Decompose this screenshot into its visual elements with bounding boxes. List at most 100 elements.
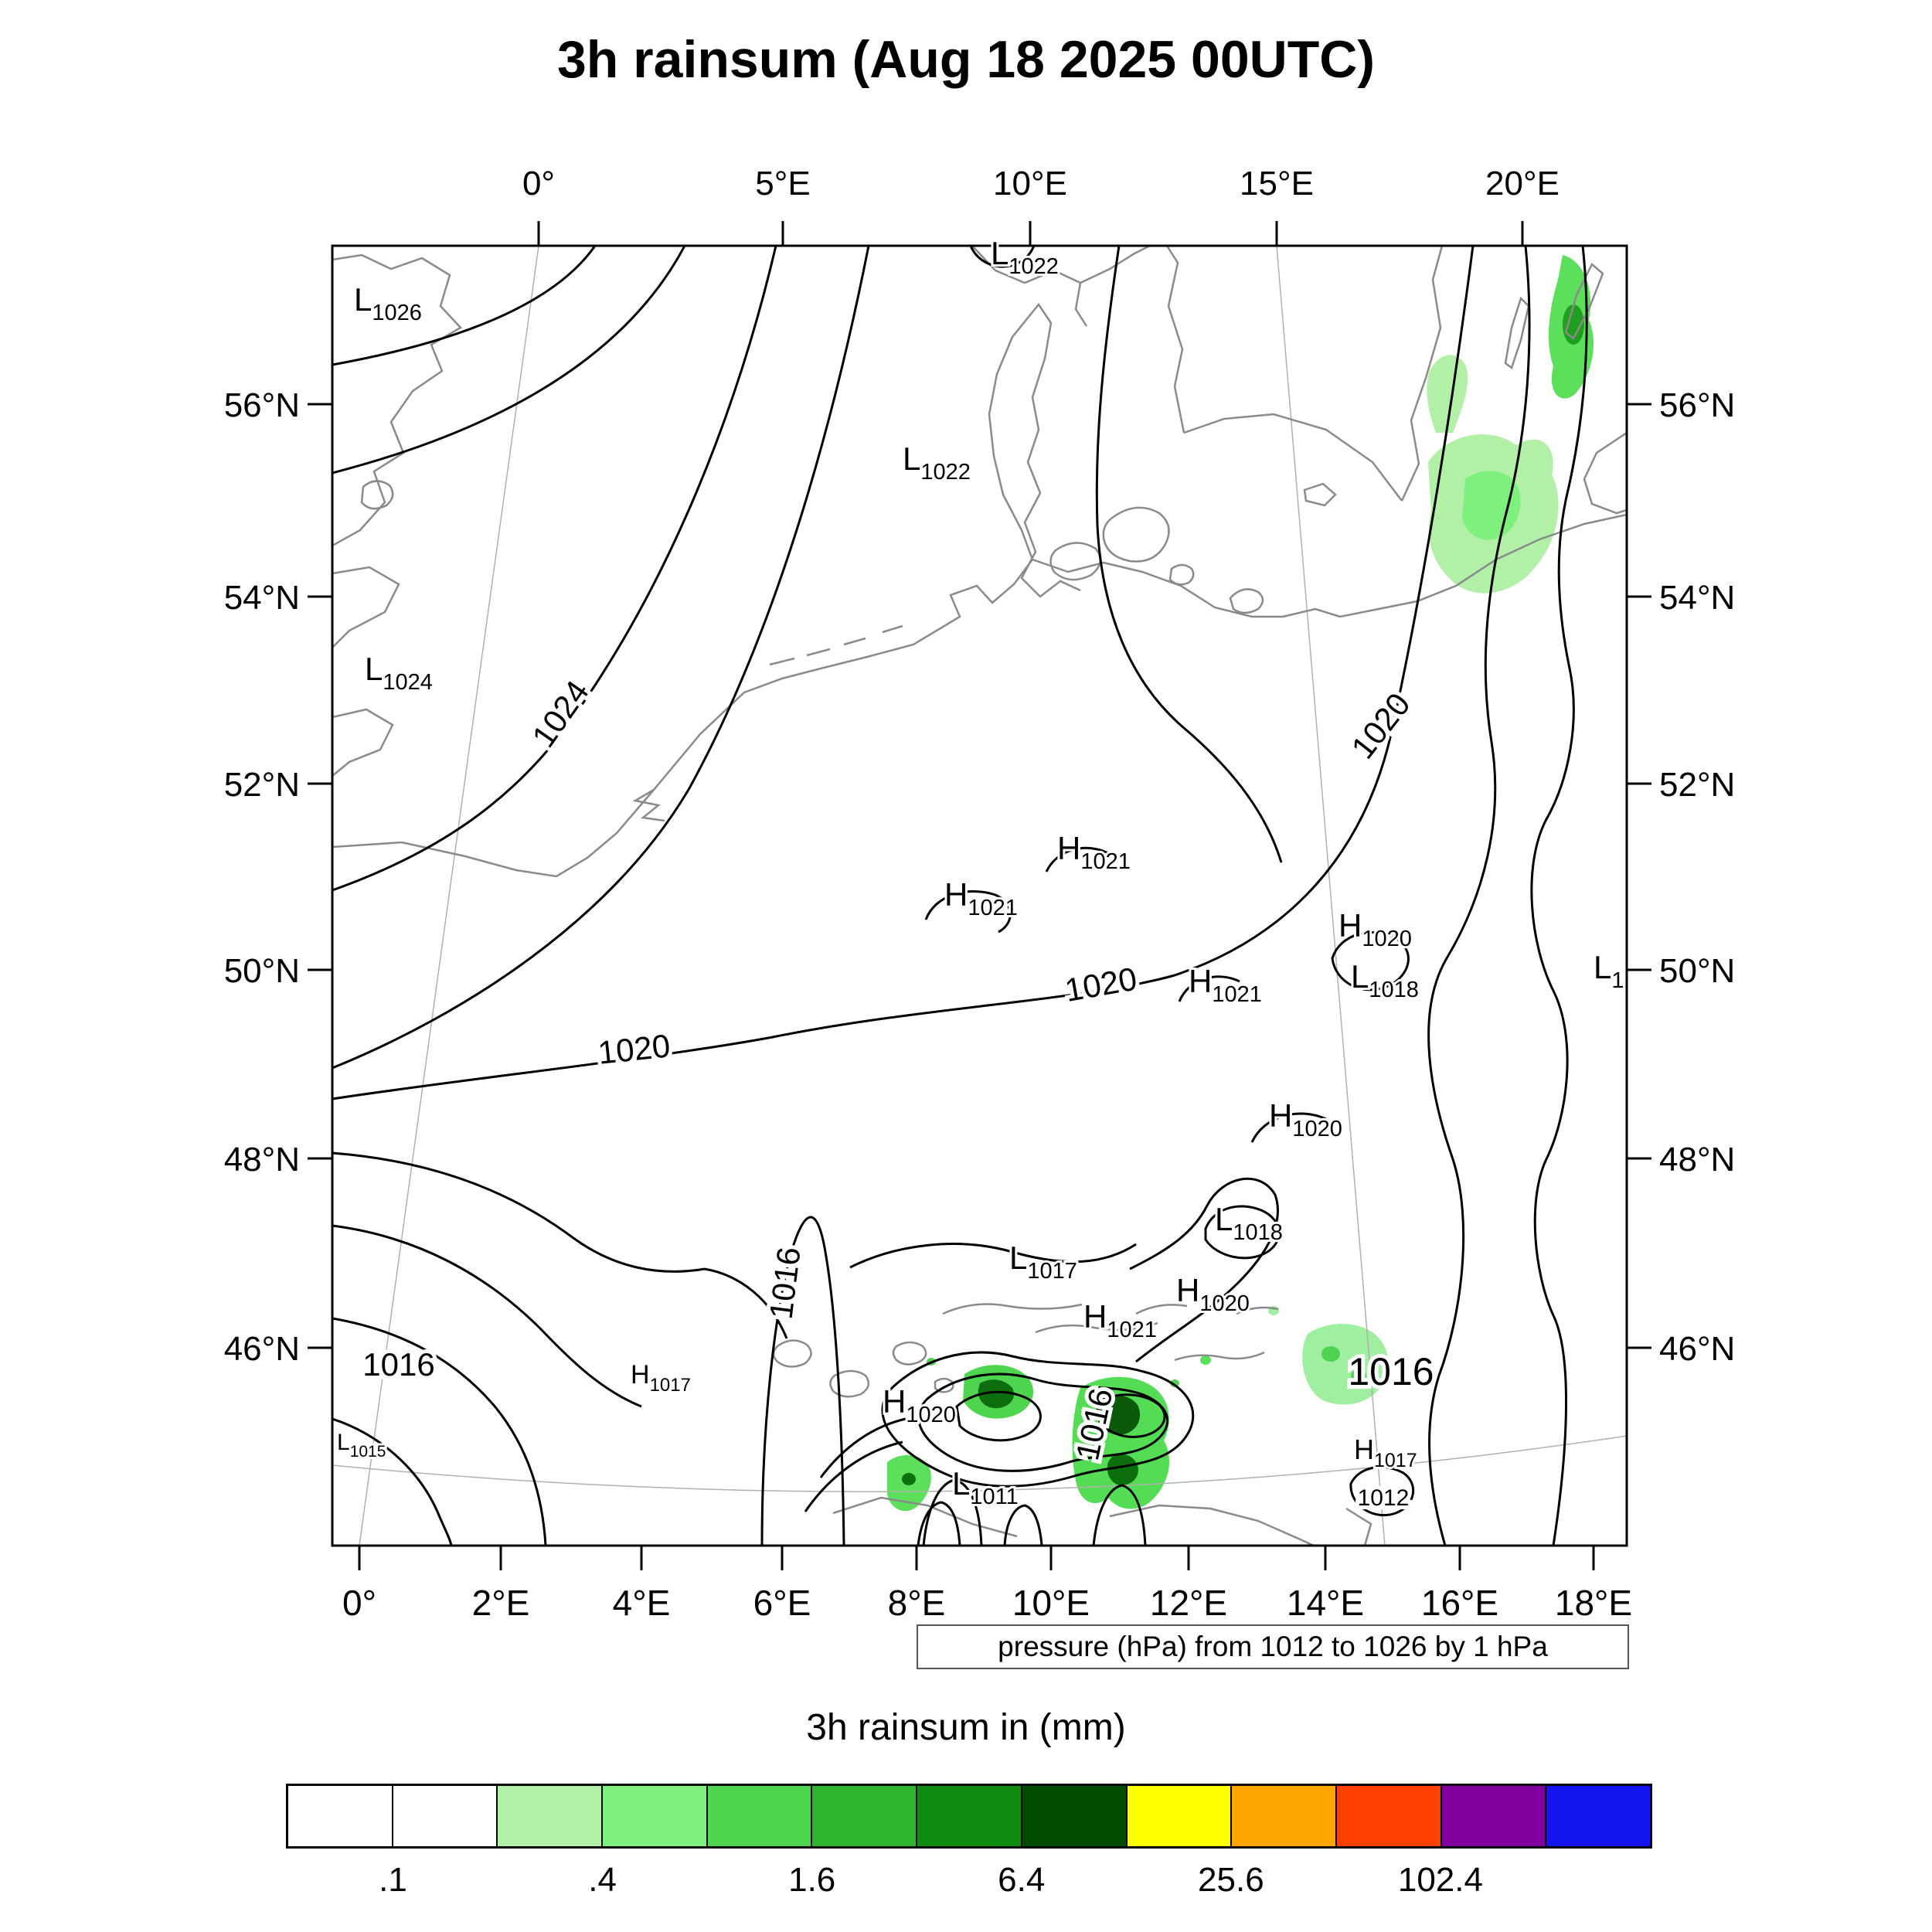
isobar xyxy=(1095,246,1283,863)
pressure-center-label: H1021 xyxy=(944,876,1018,920)
colorbar-cell xyxy=(1232,1786,1337,1846)
axis-label-left: 52°N xyxy=(224,766,300,804)
coastline xyxy=(769,624,903,666)
coastline xyxy=(1165,246,1185,434)
isobar xyxy=(1045,846,1109,872)
axis-label-top: 20°E xyxy=(1485,165,1560,202)
coastline xyxy=(1035,1321,1158,1334)
isobar xyxy=(955,1390,1042,1442)
coastline xyxy=(1345,1507,1372,1546)
axis-label-bottom: 8°E xyxy=(888,1583,946,1623)
rain-patch xyxy=(1097,1395,1141,1435)
coastline xyxy=(829,1369,870,1398)
colorbar-labels: .1 .4 1.6 6.4 25.6 102.4 xyxy=(0,1861,1932,1907)
isobar xyxy=(760,1216,845,1546)
pressure-center-label: L1015 xyxy=(337,1430,386,1461)
colorbar-cell xyxy=(1546,1786,1650,1846)
isobar xyxy=(881,1351,1195,1488)
pressure-center-label: H1020 xyxy=(1176,1272,1250,1316)
isobar xyxy=(332,1317,547,1546)
axis-label-bottom: 12°E xyxy=(1150,1583,1227,1623)
isobar xyxy=(1250,1112,1327,1143)
colorbar-tick-label: .1 xyxy=(379,1861,407,1899)
isobar xyxy=(1204,1205,1281,1260)
axis-label-bottom: 10°E xyxy=(1012,1583,1090,1623)
pressure-center-label: L1026 xyxy=(354,281,422,325)
rain-patch xyxy=(978,1379,1014,1409)
isobar xyxy=(849,1243,1137,1269)
rain-patch xyxy=(1321,1346,1340,1362)
isobar xyxy=(924,889,1012,934)
colorbar-tick-label: 102.4 xyxy=(1397,1861,1483,1899)
contour-label: 1012 xyxy=(1358,1485,1410,1511)
rain-patch xyxy=(1427,355,1468,433)
isobar xyxy=(332,246,1475,1100)
isobar xyxy=(917,1372,1169,1472)
isobar xyxy=(332,246,597,366)
axis-label-left: 54°N xyxy=(224,579,300,617)
axis-label-bottom: 16°E xyxy=(1421,1583,1498,1623)
contour-label: 1024 xyxy=(525,674,596,753)
axis-label-bottom: 2°E xyxy=(472,1583,530,1623)
contour-label: 1020 xyxy=(597,1027,672,1071)
pressure-center-label: L1024 xyxy=(365,651,433,695)
axis-label-left: 48°N xyxy=(224,1141,300,1179)
colorbar-cell xyxy=(1022,1786,1128,1846)
colorbar-tick-label: .4 xyxy=(588,1861,617,1899)
pressure-center-label: L1 xyxy=(1594,949,1624,993)
coastline xyxy=(1583,431,1627,515)
isobar xyxy=(969,246,1036,268)
rain-patch xyxy=(1351,1369,1366,1382)
isobar xyxy=(804,1440,903,1512)
isobar xyxy=(1331,931,1410,992)
axis-label-bottom: 0° xyxy=(342,1583,376,1623)
axis-label-left: 46°N xyxy=(224,1330,300,1368)
contour-label: 1016 xyxy=(362,1346,434,1383)
map-frame xyxy=(331,244,1628,1547)
pressure-center-label: L1011 xyxy=(952,1465,1019,1509)
coastline xyxy=(1183,413,1403,502)
axis-label-top: 0° xyxy=(522,165,555,202)
isobar xyxy=(332,246,777,892)
axis-label-left: 50°N xyxy=(224,952,300,990)
axis-label-bottom: 4°E xyxy=(613,1583,671,1623)
isobar xyxy=(1178,975,1240,1002)
colorbar-cell xyxy=(917,1786,1022,1846)
coastline xyxy=(832,1496,1018,1538)
isobar xyxy=(1092,1484,1147,1546)
colorbar-cell xyxy=(498,1786,604,1846)
rain-patches xyxy=(887,255,1594,1512)
graticule-line xyxy=(359,246,539,1546)
coastline xyxy=(360,480,394,510)
axis-label-left: 56°N xyxy=(224,386,300,424)
pressure-center-label: H1021 xyxy=(1057,830,1131,874)
isobar xyxy=(1129,1177,1279,1363)
isobar xyxy=(1096,1393,1166,1438)
coastline xyxy=(1229,588,1264,614)
isobar xyxy=(1530,246,1588,1546)
coastline xyxy=(1109,1504,1315,1546)
axis-label-right: 50°N xyxy=(1659,952,1735,990)
colorbar-cell xyxy=(603,1786,708,1846)
axis-label-right: 54°N xyxy=(1659,579,1735,617)
coastline xyxy=(1174,1351,1265,1362)
contour-label: 1016 xyxy=(763,1245,808,1321)
coastline xyxy=(971,246,1151,284)
isobar xyxy=(922,1478,983,1546)
coastline xyxy=(1236,1306,1279,1315)
coastline xyxy=(1074,282,1088,327)
pressure-center-label: H1020 xyxy=(1338,907,1412,951)
coastline xyxy=(988,302,1081,598)
coastline xyxy=(942,1303,1083,1315)
contour-label: 1020 xyxy=(1062,960,1139,1009)
rain-patch xyxy=(1200,1355,1211,1365)
isobar xyxy=(332,246,686,474)
pressure-center-label: H1020 xyxy=(883,1383,956,1427)
axis-label-right: 46°N xyxy=(1659,1330,1735,1368)
colorbar-cell xyxy=(812,1786,918,1846)
coastline xyxy=(632,788,665,822)
pressure-center-label: H1020 xyxy=(1269,1097,1342,1141)
pressure-center-label: H1017 xyxy=(1354,1434,1417,1471)
isobar xyxy=(332,1224,642,1408)
